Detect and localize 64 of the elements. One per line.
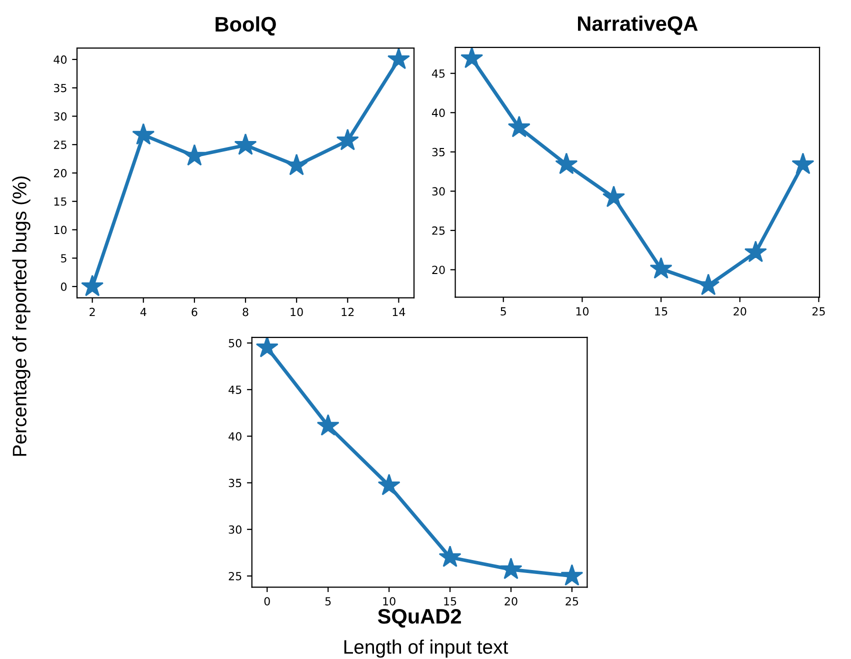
y-tick-label: 45 [228,386,242,394]
point [744,240,767,262]
point [650,257,672,279]
y-tick-label: 20 [54,168,67,178]
point [132,123,155,145]
x-tick-label: 5 [500,307,506,316]
x-tick-label: 20 [734,307,746,316]
y-tick-label: 35 [228,478,242,488]
point [602,186,626,208]
chart-title: NarrativeQA [578,16,698,35]
y-tick-label: 15 [54,197,66,206]
y-tick-label: 25 [432,226,445,235]
x-tick-label: 2 [90,308,95,316]
y-tick-label: 20 [432,266,445,274]
point [555,152,578,174]
point [378,474,400,496]
chart-title: BoolQ [216,16,276,36]
text: SQuAD2 [378,608,461,628]
x-tick-label: 0 [264,597,270,606]
point [81,274,104,296]
point [256,337,278,358]
y-tick-label: 25 [54,140,66,149]
x-tick-label: 5 [325,597,331,606]
y-axis-title: Percentage of reported bugs (%) [12,176,30,456]
x-tick-label: 10 [290,308,303,316]
y-tick-label: 45 [432,69,445,78]
point [336,128,359,150]
point [508,116,530,138]
x-tick-label: 12 [342,308,354,316]
x-tick-label: 25 [566,597,578,606]
point [316,414,340,436]
x-tick-label: 10 [576,307,589,316]
y-tick-label: 35 [54,84,66,92]
x-tick-label: 10 [383,597,396,606]
y-tick-label: 40 [54,55,67,64]
point [285,154,308,176]
y-tick-label: 40 [228,432,242,441]
point [438,546,462,568]
y-tick-label: 30 [54,112,67,121]
y-tick-label: 30 [432,187,445,196]
point [234,133,257,155]
x-tick-label: 15 [444,597,456,606]
point [500,558,522,580]
point [460,47,484,68]
y-tick-label: 40 [432,108,445,118]
x-tick-label: 4 [140,308,146,316]
x-tick-label: 25 [812,307,825,316]
y-tick-label: 5 [61,254,66,263]
y-tick-label: 35 [432,148,445,156]
x-tick-label: 14 [392,308,406,316]
x-tick-label: 8 [242,308,248,316]
x-tick-label: 15 [655,307,668,316]
x-axis-title: Length of input text [344,640,508,658]
y-tick-label: 50 [228,338,242,348]
x-tick-label: 6 [192,308,198,316]
x-tick-label: 20 [504,597,518,606]
y-tick-label: 0 [60,282,67,291]
y-tick-label: 30 [228,525,242,534]
point [792,152,814,174]
y-tick-label: 10 [54,226,67,234]
point [560,564,584,586]
y-tick-label: 25 [228,572,242,580]
point [183,144,206,166]
point [387,48,410,70]
